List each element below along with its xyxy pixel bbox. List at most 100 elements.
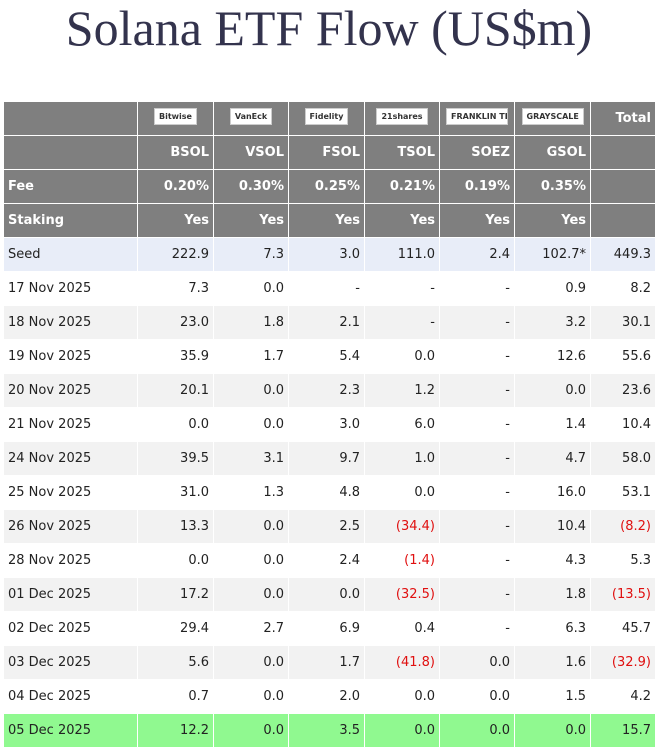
date-cell: 18 Nov 2025 — [3, 305, 138, 340]
data-row: 19 Nov 2025 35.9 1.7 5.4 0.0-12.6 55.6 — [3, 339, 656, 374]
header-cell — [590, 135, 656, 170]
flow-cell: 2.3 — [288, 373, 365, 408]
flow-cell: - — [288, 271, 365, 306]
flow-cell: 5.6 — [137, 645, 214, 680]
data-row: Seed 222.9 7.3 3.0 111.0 2.4 102.7* 449.3 — [3, 237, 656, 272]
fund-logo: Fidelity — [304, 108, 349, 125]
flow-cell: 0.0 — [213, 509, 289, 544]
fee-cell: 0.21% — [364, 169, 440, 204]
date-cell: 25 Nov 2025 — [3, 475, 138, 510]
flow-cell: 10.4 — [514, 509, 591, 544]
fund-logo: Bitwise — [154, 108, 197, 125]
title: Solana ETF Flow (US$m) — [65, 0, 593, 56]
flow-cell: 4.8 — [288, 475, 365, 510]
flow-cell: 0.0 — [137, 407, 214, 442]
flow-cell: 0.0 — [213, 679, 289, 714]
flow-cell: 0.0 — [213, 645, 289, 680]
flow-cell: 111.0 — [364, 237, 440, 272]
flow-cell: (32.9) — [590, 645, 656, 680]
fee-cell: 0.25% — [288, 169, 365, 204]
flow-cell: 0.0 — [439, 679, 515, 714]
staking-cell: Staking — [3, 203, 138, 238]
flow-cell: 7.3 — [137, 271, 214, 306]
flow-cell: 20.1 — [137, 373, 214, 408]
flow-cell: 15.7 — [590, 713, 656, 748]
staking-cell: Yes — [288, 203, 365, 238]
date-cell: 26 Nov 2025 — [3, 509, 138, 544]
flow-cell: 1.3 — [213, 475, 289, 510]
data-row: 26 Nov 2025 13.3 0.0 2.5 (34.4) -10.4 (8.2) — [3, 509, 656, 544]
date-cell: 05 Dec 2025 — [3, 713, 138, 748]
fund-logo: GRAYSCALE — [521, 108, 584, 125]
flow-cell: 0.0 — [288, 577, 365, 612]
flow-cell: - — [439, 611, 515, 646]
fee-cell: Fee — [3, 169, 138, 204]
flow-cell: 4.2 — [590, 679, 656, 714]
flow-cell: 0.4 — [364, 611, 440, 646]
flow-cell: 222.9 — [137, 237, 214, 272]
flow-cell: (13.5) — [590, 577, 656, 612]
flow-cell: 1.2 — [364, 373, 440, 408]
fee-row: Fee 0.20% 0.30% 0.25% 0.21% 0.19% 0.35% — [3, 169, 656, 204]
flow-cell: 16.0 — [514, 475, 591, 510]
ticker: VSOL — [213, 135, 289, 170]
header-cell — [3, 101, 138, 136]
date-cell: 19 Nov 2025 — [3, 339, 138, 374]
flow-cell: 23.6 — [590, 373, 656, 408]
flow-cell: 0.0 — [213, 543, 289, 578]
data-row: 21 Nov 2025 0.0 0.0 3.0 6.0-1.4 10.4 — [3, 407, 656, 442]
date-cell: 03 Dec 2025 — [3, 645, 138, 680]
flow-cell: (8.2) — [590, 509, 656, 544]
flow-cell: 0.0 — [213, 407, 289, 442]
flow-cell: 7.3 — [213, 237, 289, 272]
flow-cell: 45.7 — [590, 611, 656, 646]
ticker: FSOL — [288, 135, 365, 170]
flow-cell: 0.0 — [213, 373, 289, 408]
staking-cell: Yes — [514, 203, 591, 238]
flow-cell: 3.5 — [288, 713, 365, 748]
flow-cell: (1.4) — [364, 543, 440, 578]
flow-cell: 2.4 — [288, 543, 365, 578]
flow-cell: 4.7 — [514, 441, 591, 476]
data-row: 02 Dec 2025 29.4 2.7 6.9 0.4-6.3 45.7 — [3, 611, 656, 646]
staking-cell: Yes — [439, 203, 515, 238]
flow-cell: 0.0 — [439, 645, 515, 680]
flow-cell: - — [364, 305, 440, 340]
flow-cell: 31.0 — [137, 475, 214, 510]
flow-cell: 3.0 — [288, 407, 365, 442]
date-cell: 28 Nov 2025 — [3, 543, 138, 578]
header-cell: Fidelity — [288, 101, 365, 136]
flow-cell: 1.8 — [514, 577, 591, 612]
flow-cell: 8.2 — [590, 271, 656, 306]
flow-cell: 1.7 — [213, 339, 289, 374]
flow-cell: 1.8 — [213, 305, 289, 340]
flow-cell: 12.2 — [137, 713, 214, 748]
fund-logo: 21shares — [376, 108, 428, 125]
flow-cell: 1.4 — [514, 407, 591, 442]
flow-cell: - — [439, 339, 515, 374]
flow-cell: 102.7* — [514, 237, 591, 272]
ticker: SOEZ — [439, 135, 515, 170]
date-cell: Seed — [3, 237, 138, 272]
flow-cell: 35.9 — [137, 339, 214, 374]
flow-cell: - — [439, 475, 515, 510]
staking-cell: Yes — [364, 203, 440, 238]
fee-cell: 0.20% — [137, 169, 214, 204]
flow-cell: 2.5 — [288, 509, 365, 544]
flow-cell: (41.8) — [364, 645, 440, 680]
data-row: 25 Nov 2025 31.0 1.3 4.8 0.0-16.0 53.1 — [3, 475, 656, 510]
flow-cell: 1.5 — [514, 679, 591, 714]
header-cell — [590, 203, 656, 238]
data-row: 28 Nov 2025 0.0 0.0 2.4 (1.4) -4.3 5.3 — [3, 543, 656, 578]
flow-cell: 3.0 — [288, 237, 365, 272]
header-cell: VanEck — [213, 101, 289, 136]
data-row: 17 Nov 2025 7.3 0.0- - -0.9 8.2 — [3, 271, 656, 306]
flow-cell: 0.0 — [514, 373, 591, 408]
data-row: 20 Nov 2025 20.1 0.0 2.3 1.2-0.0 23.6 — [3, 373, 656, 408]
flow-cell: - — [439, 543, 515, 578]
flow-cell: 1.0 — [364, 441, 440, 476]
flow-cell: 0.9 — [514, 271, 591, 306]
flow-cell: - — [439, 509, 515, 544]
flow-cell: 0.0 — [213, 577, 289, 612]
